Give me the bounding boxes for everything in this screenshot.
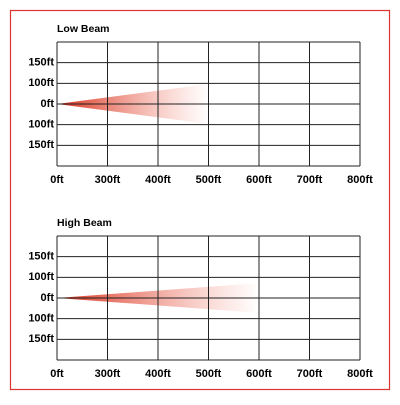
x-label: 800ft xyxy=(347,368,373,380)
x-label: 400ft xyxy=(145,174,171,186)
frame xyxy=(9,9,391,391)
x-label: 0ft xyxy=(50,368,64,380)
x-label: 400ft xyxy=(145,368,171,380)
x-label: 300ft xyxy=(95,174,121,186)
y-label: 0ft xyxy=(41,292,55,304)
y-label: 150ft xyxy=(28,251,54,263)
x-label: 500ft xyxy=(196,174,222,186)
x-label: 800ft xyxy=(347,174,373,186)
panel-title: Low Beam xyxy=(57,23,110,35)
x-label: 300ft xyxy=(95,368,121,380)
x-label: 0ft xyxy=(50,174,64,186)
y-label: 150ft xyxy=(28,139,54,151)
y-label: 100ft xyxy=(28,271,54,283)
y-label: 150ft xyxy=(28,333,54,345)
panel-title: High Beam xyxy=(57,217,112,229)
y-label: 0ft xyxy=(41,98,55,110)
y-label: 100ft xyxy=(28,313,54,325)
y-label: 100ft xyxy=(28,77,54,89)
x-label: 500ft xyxy=(196,368,222,380)
x-label: 600ft xyxy=(246,174,272,186)
x-label: 700ft xyxy=(297,368,323,380)
y-label: 150ft xyxy=(28,57,54,69)
y-label: 100ft xyxy=(28,119,54,131)
x-label: 600ft xyxy=(246,368,272,380)
x-label: 700ft xyxy=(297,174,323,186)
